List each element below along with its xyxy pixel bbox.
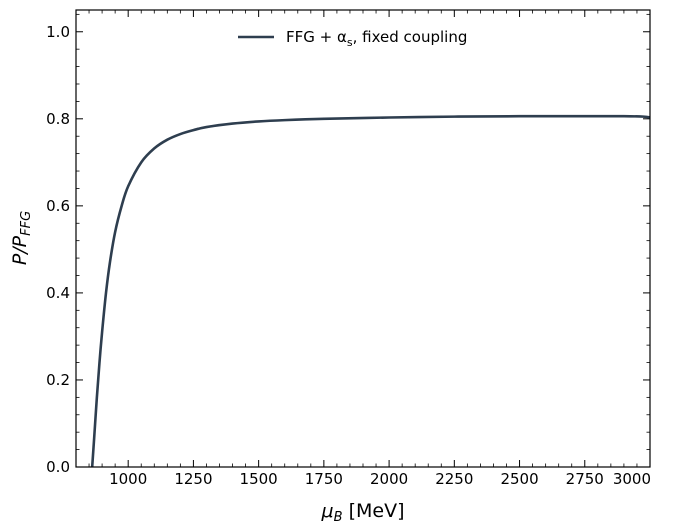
series-line [90, 114, 651, 468]
x-axis-label-unit: [MeV] [343, 500, 405, 522]
x-axis-label: μB [MeV] [321, 500, 405, 525]
x-tick-label: 1500 [240, 470, 278, 488]
y-tick-label: 0.4 [46, 284, 70, 302]
y-tick-label: 0.2 [46, 371, 70, 389]
x-tick-label: 1750 [305, 470, 343, 488]
x-tick-label: 1000 [109, 470, 147, 488]
y-axis-label-main: P/P [9, 235, 31, 265]
y-axis-label: P/PFFG [9, 211, 34, 265]
x-tick-label: 2250 [435, 470, 473, 488]
legend-label: FFG + αs, fixed coupling [286, 28, 467, 49]
legend-label-sub: s [347, 36, 353, 49]
plot-background [76, 10, 650, 467]
y-tick-label: 0.8 [46, 110, 70, 128]
y-tick-label: 0.6 [46, 197, 70, 215]
axis-tick-labels: 1000 1250 1500 1750 2000 2250 2500 2750 3000 0.0 0… [46, 23, 651, 488]
x-tick-label: 1250 [174, 470, 212, 488]
x-axis-label-sub: B [334, 510, 343, 525]
y-axis-label-sub: FFG [19, 211, 34, 236]
legend-label-rest: , fixed coupling [353, 28, 468, 46]
y-tick-label: 0.0 [46, 458, 70, 476]
x-tick-label: 2000 [370, 470, 408, 488]
plot-frame [75, 9, 651, 468]
y-tick-label: 1.0 [46, 23, 70, 41]
legend-label-main: FFG + α [286, 28, 347, 46]
x-tick-label: 3000 [613, 470, 651, 488]
x-tick-label: 2750 [566, 470, 604, 488]
x-tick-label: 2500 [500, 470, 538, 488]
x-axis-label-main: μ [321, 500, 334, 522]
legend: FFG + αs, fixed coupling [238, 28, 467, 49]
series-layer [90, 114, 651, 468]
